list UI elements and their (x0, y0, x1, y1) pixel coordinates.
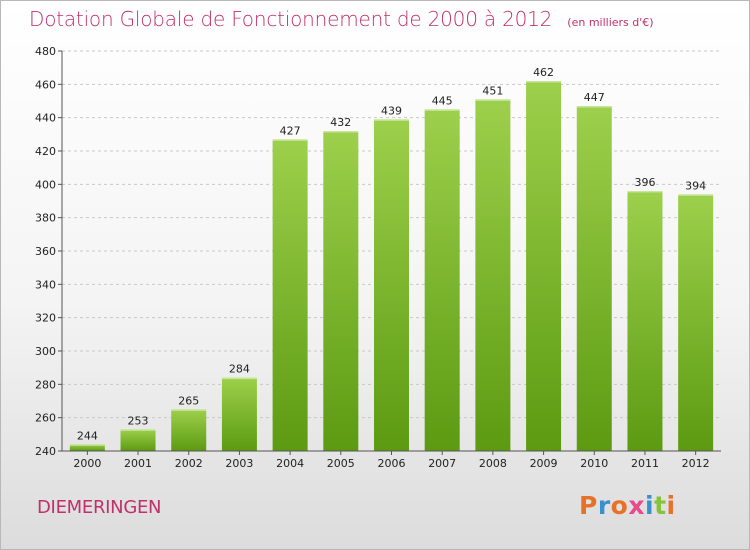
labels: 240 260 280 300 320 340 360 380 400 420 440 460 480 2… (35, 45, 710, 470)
data-label: 265 (178, 394, 199, 407)
data-label: 394 (685, 179, 706, 192)
data-label: 244 (77, 429, 98, 442)
axes (58, 50, 721, 455)
bar-highlight (221, 377, 257, 380)
bar-highlight (627, 191, 663, 193)
x-tick-label: 2003 (225, 457, 253, 470)
bar (475, 99, 511, 451)
y-tick-label: 340 (35, 278, 56, 291)
y-tick-label: 420 (35, 145, 56, 158)
bar-highlight (272, 139, 308, 141)
title-row: Dotation Globale de Fonctionnement de 20… (29, 7, 654, 31)
chart-subtitle: (en milliers d'€) (567, 16, 654, 29)
x-tick-label: 2004 (276, 457, 304, 470)
logo-letter: P (579, 491, 598, 520)
logo-letter: t (654, 491, 667, 520)
chart-title: Dotation Globale de Fonctionnement de 20… (29, 7, 553, 31)
data-label: 253 (128, 414, 149, 427)
proxiti-logo: Proxiti (579, 491, 676, 520)
bar-highlight (678, 194, 714, 196)
data-label: 427 (280, 124, 301, 137)
bar (424, 109, 460, 451)
bar (323, 131, 359, 451)
x-tick-label: 2008 (479, 457, 507, 470)
x-tick-label: 2000 (73, 457, 101, 470)
data-label: 439 (381, 104, 402, 117)
data-label: 451 (482, 84, 503, 97)
data-label: 284 (229, 363, 250, 376)
y-tick-label: 240 (35, 445, 56, 458)
x-tick-label: 2005 (327, 457, 355, 470)
x-tick-label: 2002 (175, 457, 203, 470)
bar (120, 429, 156, 451)
data-label: 447 (584, 91, 605, 104)
y-tick-label: 400 (35, 178, 56, 191)
logo-letter: r (597, 491, 611, 520)
data-label: 432 (330, 116, 351, 129)
x-tick-label: 2011 (631, 457, 659, 470)
y-tick-label: 260 (35, 412, 56, 425)
y-tick-label: 360 (35, 245, 56, 258)
y-tick-label: 300 (35, 345, 56, 358)
bar (69, 444, 105, 451)
bar-highlight (374, 119, 409, 121)
x-tick-label: 2010 (580, 457, 608, 470)
bars (69, 81, 714, 452)
y-tick-label: 380 (35, 212, 56, 225)
y-tick-label: 460 (35, 78, 56, 91)
x-tick-label: 2006 (378, 457, 406, 470)
logo-letter: x (628, 491, 645, 520)
bar-highlight (323, 131, 359, 133)
y-tick-label: 280 (35, 378, 56, 391)
x-tick-label: 2001 (124, 457, 152, 470)
bar (272, 139, 308, 452)
logo-letter: o (610, 491, 629, 520)
x-tick-label: 2007 (428, 457, 456, 470)
x-tick-label: 2009 (530, 457, 558, 470)
commune-name: DIEMERINGEN (37, 497, 162, 518)
bar-highlight (475, 99, 511, 101)
data-label: 396 (634, 176, 655, 189)
y-tick-label: 440 (35, 112, 56, 125)
bar (678, 194, 714, 452)
logo-letter: i (666, 491, 676, 520)
bar (374, 119, 409, 451)
x-tick-label: 2012 (682, 457, 710, 470)
data-label: 462 (533, 66, 554, 79)
bar (627, 191, 663, 451)
bar-highlight (120, 429, 156, 431)
logo-letter: i (645, 491, 655, 520)
bar (221, 377, 257, 451)
y-tick-label: 480 (35, 45, 56, 58)
bar-highlight (69, 444, 105, 446)
bar-highlight (526, 81, 562, 83)
bar (526, 81, 562, 451)
bar-highlight (424, 109, 460, 111)
bar (576, 106, 612, 451)
bar-highlight (576, 106, 612, 108)
data-label: 445 (432, 94, 453, 107)
y-tick-label: 320 (35, 312, 56, 325)
bar (171, 409, 207, 451)
bar-highlight (171, 409, 207, 411)
